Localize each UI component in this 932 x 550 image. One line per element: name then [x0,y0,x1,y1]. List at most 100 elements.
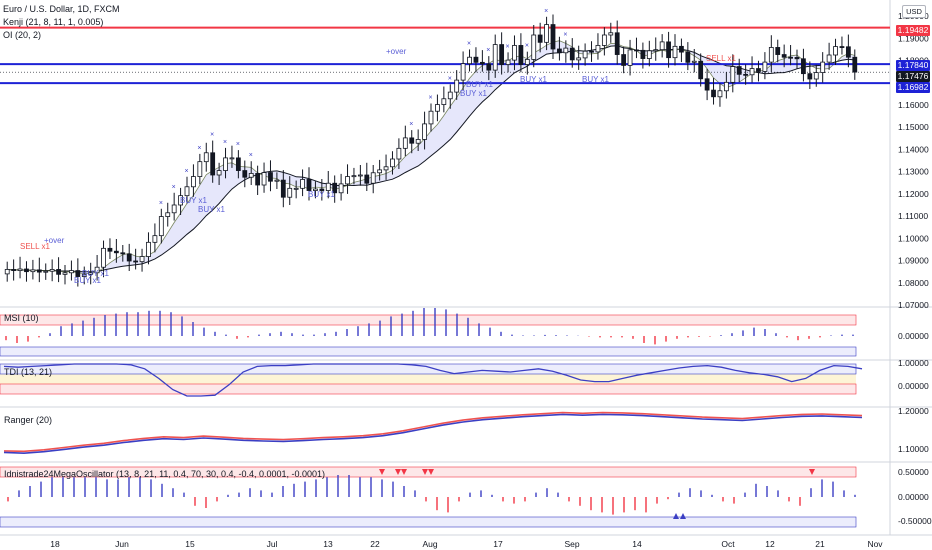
candle-body [569,47,575,61]
candle-body [351,175,357,178]
signal-cross-marker: × [159,200,163,207]
osc-up-marker [680,513,686,519]
candle-body [756,68,761,72]
x-tick-label: 13 [323,539,333,549]
osc-lower-band [0,516,857,528]
tdi-mid-band [0,374,856,384]
x-tick-label: Nov [867,539,883,549]
osc-down-marker [379,469,385,475]
candle-body [550,24,556,50]
x-tick-label: 12 [765,539,775,549]
candle-body [235,157,241,171]
candle-body [589,50,594,53]
candle-body [126,253,132,262]
currency-badge[interactable]: USD [902,5,926,18]
candle-body [653,49,659,52]
candle-body [582,50,588,59]
price-badge-upper-level: 1.17840 [896,60,930,71]
candle-body [441,98,447,105]
candle-body [762,61,768,72]
signal-label: BUY x1 [460,89,487,98]
osc-down-marker [395,469,401,475]
signal-label: BUY x1 [74,276,101,285]
candle-body [229,157,235,160]
y-tick-label: 1.14000 [898,144,929,154]
candle-body [788,56,793,59]
signal-label: BUY x1 [466,80,493,89]
candle-body [223,157,228,171]
candle-body [679,45,684,53]
y-tick-label: 1.09000 [898,256,929,266]
candle-body [120,252,126,255]
indicator-oi-label: OI (20, 2) [3,30,42,40]
candle-body [422,123,427,140]
msi-y-tick: 0.00000 [898,331,929,341]
y-tick-label: 1.12000 [898,189,929,199]
candle-body [101,247,106,268]
ranger-y-tick: 1.20000 [898,406,929,416]
candle-body [402,137,408,149]
candle-body [454,79,460,93]
osc-up-marker [673,513,679,519]
osc-down-marker [401,469,407,475]
indicator-kenji-label: Kenji (21, 8, 11, 1, 0.005) [3,17,104,27]
candle-body [428,110,434,125]
candle-body [524,59,530,65]
ranger-y-tick: 1.10000 [898,444,929,454]
signal-cross-marker: × [429,94,433,101]
symbol-title: Euro / U.S. Dollar, 1D, FXCM [3,4,120,14]
candle-body [672,45,678,59]
signal-label: BUY x1 [582,75,609,84]
candle-body [274,179,280,182]
candle-body [357,174,363,177]
ma-cloud [7,40,855,274]
candle-body [165,212,171,217]
candle-body [248,173,254,178]
candle-body [319,188,325,191]
x-tick-label: Oct [721,539,735,549]
candle-body [743,73,749,76]
candle-body [313,188,318,191]
candle-body [845,46,851,58]
ranger-pane-label: Ranger (20) [4,415,53,425]
candle-body [698,60,704,80]
candle-body [479,61,485,65]
candle-body [56,269,61,275]
candle-body [43,270,49,273]
tdi-y-tick: 0.00000 [898,381,929,391]
oscillator-pane-label: Idnistrade24MegaOscillator (13, 8, 21, 1… [4,469,326,479]
candle-body [191,176,196,188]
candle-body [345,176,350,185]
candle-body [113,250,119,254]
y-tick-label: 1.11000 [898,211,928,221]
candle-body [640,49,646,59]
tdi-upper-band [0,363,857,375]
candle-body [210,152,216,176]
signal-label: BUY x1 [520,75,547,84]
candle-body [184,186,190,197]
y-tick-label: 1.07000 [898,300,929,310]
candle-body [563,47,569,54]
candle-body [88,272,94,275]
candle-body [595,45,601,53]
candle-body [646,50,652,59]
msi-upper-band [0,314,857,326]
candle-body [62,272,68,275]
candle-body [197,161,203,177]
candle-body [621,54,627,66]
candle-body [833,46,838,56]
candle-body [826,54,832,63]
price-badge-lower-level: 1.16982 [896,82,930,93]
x-tick-label: 21 [815,539,825,549]
candle-body [139,256,145,263]
candle-body [768,47,774,63]
candle-body [730,66,736,83]
candle-body [852,56,858,73]
msi-lower-band [0,346,857,357]
candle-body [447,91,453,100]
candle-body [601,34,607,46]
candle-body [435,104,440,112]
y-tick-label: 1.16000 [898,100,929,110]
x-tick-label: 15 [185,539,195,549]
candle-body [383,166,389,171]
